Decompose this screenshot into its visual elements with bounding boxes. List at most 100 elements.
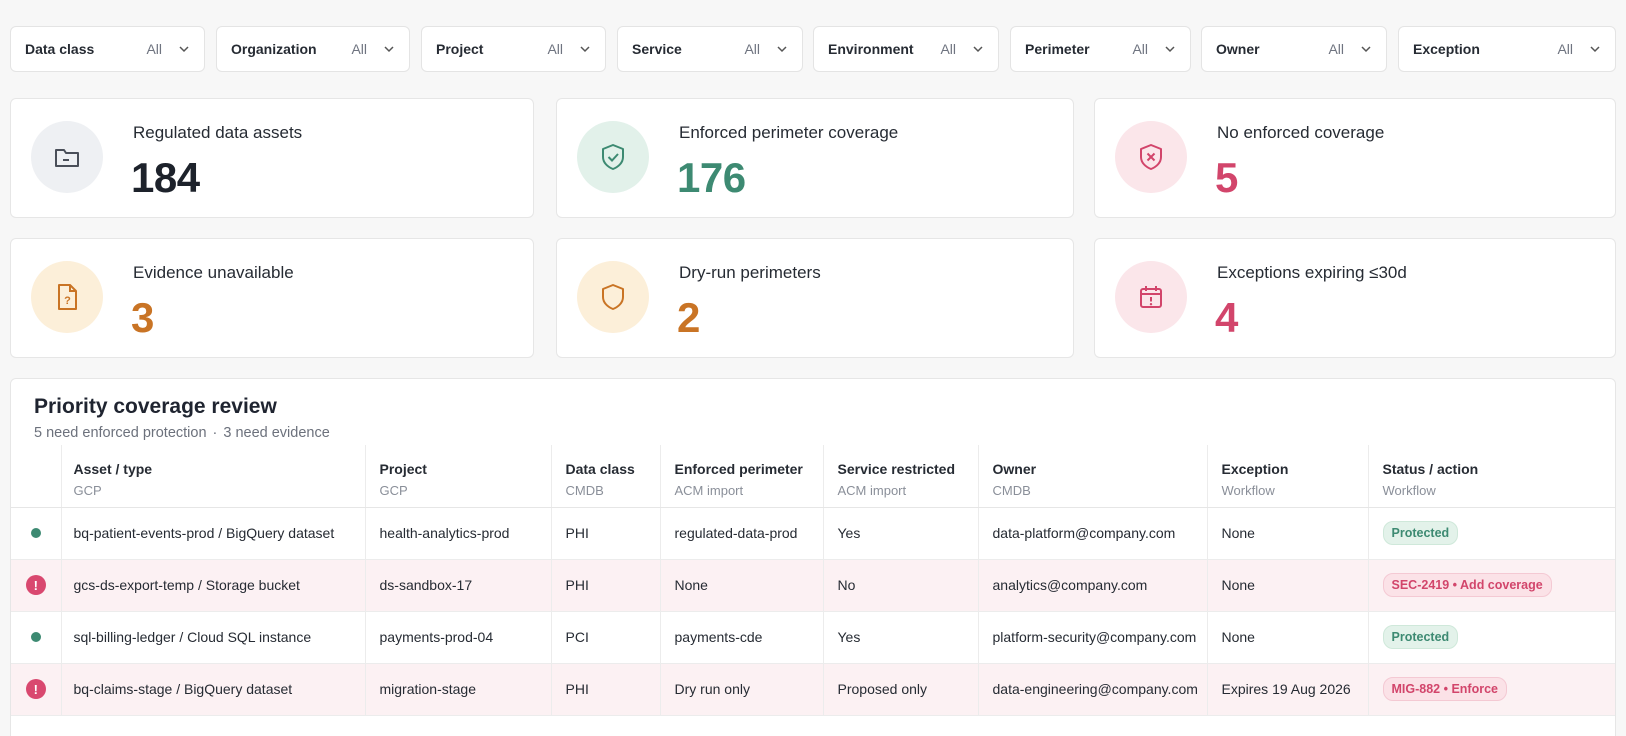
cell-exception: None (1207, 611, 1369, 664)
cell-data-class: PHI (551, 559, 661, 612)
stat-value: 2 (677, 294, 700, 341)
column-header-owner[interactable]: Owner CMDB (978, 445, 1208, 508)
cell-status: SEC-2419 • Add coverage (1368, 559, 1615, 612)
filter-label: Owner (1216, 41, 1260, 57)
column-label: Enforced perimeter (674, 461, 803, 477)
column-header-asset[interactable]: Asset / type GCP (61, 445, 366, 508)
subtitle-separator: · (212, 425, 218, 441)
document-question-icon: ? (31, 261, 103, 333)
column-label: Asset / type (73, 461, 153, 477)
stat-card-evidence-unavailable[interactable]: ? Evidence unavailable 3 (10, 238, 534, 358)
action-badge[interactable]: MIG-882 • Enforce (1382, 677, 1507, 701)
column-label: Service restricted (837, 461, 956, 477)
column-header-service[interactable]: Service restricted ACM import (823, 445, 979, 508)
stat-label: No enforced coverage (1217, 123, 1385, 142)
alert-icon: ! (25, 575, 46, 595)
filter-value: All (1328, 41, 1344, 57)
priority-review-panel: Priority coverage review 5 need enforced… (10, 378, 1616, 736)
column-source: ACM import (674, 483, 744, 498)
stat-label: Exceptions expiring ≤30d (1217, 263, 1407, 282)
table-header-row: Asset / type GCP Project GCP Data class CMD… (11, 445, 1615, 508)
column-label: Status / action (1382, 461, 1479, 477)
status-dot-icon (11, 507, 62, 560)
filter-value: All (1132, 41, 1148, 57)
filter-bar: Data class All Organization All Project … (10, 26, 1616, 72)
column-label: Data class (565, 461, 635, 477)
filter-value: All (1557, 41, 1573, 57)
filter-value: All (146, 41, 162, 57)
cell-owner: data-platform@company.com (978, 507, 1208, 560)
filter-label: Perimeter (1025, 41, 1090, 57)
chevron-down-icon (777, 46, 787, 53)
filter-service[interactable]: Service All (617, 26, 803, 72)
filter-perimeter[interactable]: Perimeter All (1010, 26, 1191, 72)
column-source: CMDB (992, 483, 1031, 498)
filter-label: Service (632, 41, 682, 57)
stat-card-dry-run[interactable]: Dry-run perimeters 2 (556, 238, 1074, 358)
cell-asset[interactable]: bq-claims-stage / BigQuery dataset (61, 663, 366, 716)
filter-owner[interactable]: Owner All (1201, 26, 1387, 72)
stat-value: 5 (1215, 154, 1238, 201)
status-badge[interactable]: Protected (1382, 625, 1459, 649)
stat-card-regulated-assets[interactable]: Regulated data assets 184 (10, 98, 534, 218)
cell-service: Proposed only (823, 663, 979, 716)
column-header-data-class[interactable]: Data class CMDB (551, 445, 661, 508)
cell-data-class: PCI (551, 611, 661, 664)
filter-value: All (940, 41, 956, 57)
cell-asset[interactable]: sql-billing-ledger / Cloud SQL instance (61, 611, 366, 664)
stat-value: 4 (1215, 294, 1238, 341)
filter-organization[interactable]: Organization All (216, 26, 410, 72)
shield-icon (577, 261, 649, 333)
stat-label: Regulated data assets (133, 123, 303, 142)
column-source: ACM import (837, 483, 907, 498)
cell-status: Protected (1368, 507, 1615, 560)
column-source: Workflow (1221, 483, 1275, 498)
stat-value: 3 (131, 294, 154, 341)
cell-owner: platform-security@company.com (978, 611, 1208, 664)
column-header-exception[interactable]: Exception Workflow (1207, 445, 1369, 508)
table-row[interactable]: ! gcs-ds-export-temp / Storage bucket ds… (11, 559, 1615, 612)
coverage-table: Asset / type GCP Project GCP Data class CMD… (11, 445, 1615, 716)
filter-data-class[interactable]: Data class All (10, 26, 205, 72)
filter-value: All (351, 41, 367, 57)
table-row[interactable]: bq-patient-events-prod / BigQuery datase… (11, 507, 1615, 560)
filter-exception[interactable]: Exception All (1398, 26, 1616, 72)
filter-project[interactable]: Project All (421, 26, 606, 72)
filter-label: Environment (828, 41, 914, 57)
cell-data-class: PHI (551, 507, 661, 560)
column-header-indicator (11, 445, 62, 508)
filter-label: Organization (231, 41, 317, 57)
column-header-status[interactable]: Status / action Workflow (1368, 445, 1615, 508)
table-row[interactable]: sql-billing-ledger / Cloud SQL instance … (11, 611, 1615, 664)
filter-environment[interactable]: Environment All (813, 26, 999, 72)
stat-card-enforced-coverage[interactable]: Enforced perimeter coverage 176 (556, 98, 1074, 218)
cell-data-class: PHI (551, 663, 661, 716)
status-badge[interactable]: Protected (1382, 521, 1459, 545)
cell-perimeter: Dry run only (660, 663, 824, 716)
cell-exception: Expires 19 Aug 2026 (1207, 663, 1369, 716)
status-dot-icon (11, 611, 62, 664)
chevron-down-icon (580, 46, 590, 53)
chevron-down-icon (1361, 46, 1371, 53)
chevron-down-icon (179, 46, 189, 53)
column-source: CMDB (565, 483, 604, 498)
cell-owner: analytics@company.com (978, 559, 1208, 612)
cell-asset[interactable]: bq-patient-events-prod / BigQuery datase… (61, 507, 366, 560)
stat-value: 184 (131, 154, 200, 201)
table-row[interactable]: ! bq-claims-stage / BigQuery dataset mig… (11, 663, 1615, 716)
cell-service: Yes (823, 507, 979, 560)
chevron-down-icon (973, 46, 983, 53)
action-badge[interactable]: SEC-2419 • Add coverage (1382, 573, 1552, 597)
stat-card-no-coverage[interactable]: No enforced coverage 5 (1094, 98, 1616, 218)
column-header-perimeter[interactable]: Enforced perimeter ACM import (660, 445, 824, 508)
cell-status: MIG-882 • Enforce (1368, 663, 1615, 716)
column-header-project[interactable]: Project GCP (365, 445, 552, 508)
cell-project: ds-sandbox-17 (365, 559, 552, 612)
stat-card-exceptions-expiring[interactable]: Exceptions expiring ≤30d 4 (1094, 238, 1616, 358)
cell-perimeter: regulated-data-prod (660, 507, 824, 560)
subtitle-enforced: 5 need enforced protection (34, 425, 207, 441)
column-label: Owner (992, 461, 1037, 477)
shield-x-icon (1115, 121, 1187, 193)
shield-check-icon (577, 121, 649, 193)
cell-asset[interactable]: gcs-ds-export-temp / Storage bucket (61, 559, 366, 612)
